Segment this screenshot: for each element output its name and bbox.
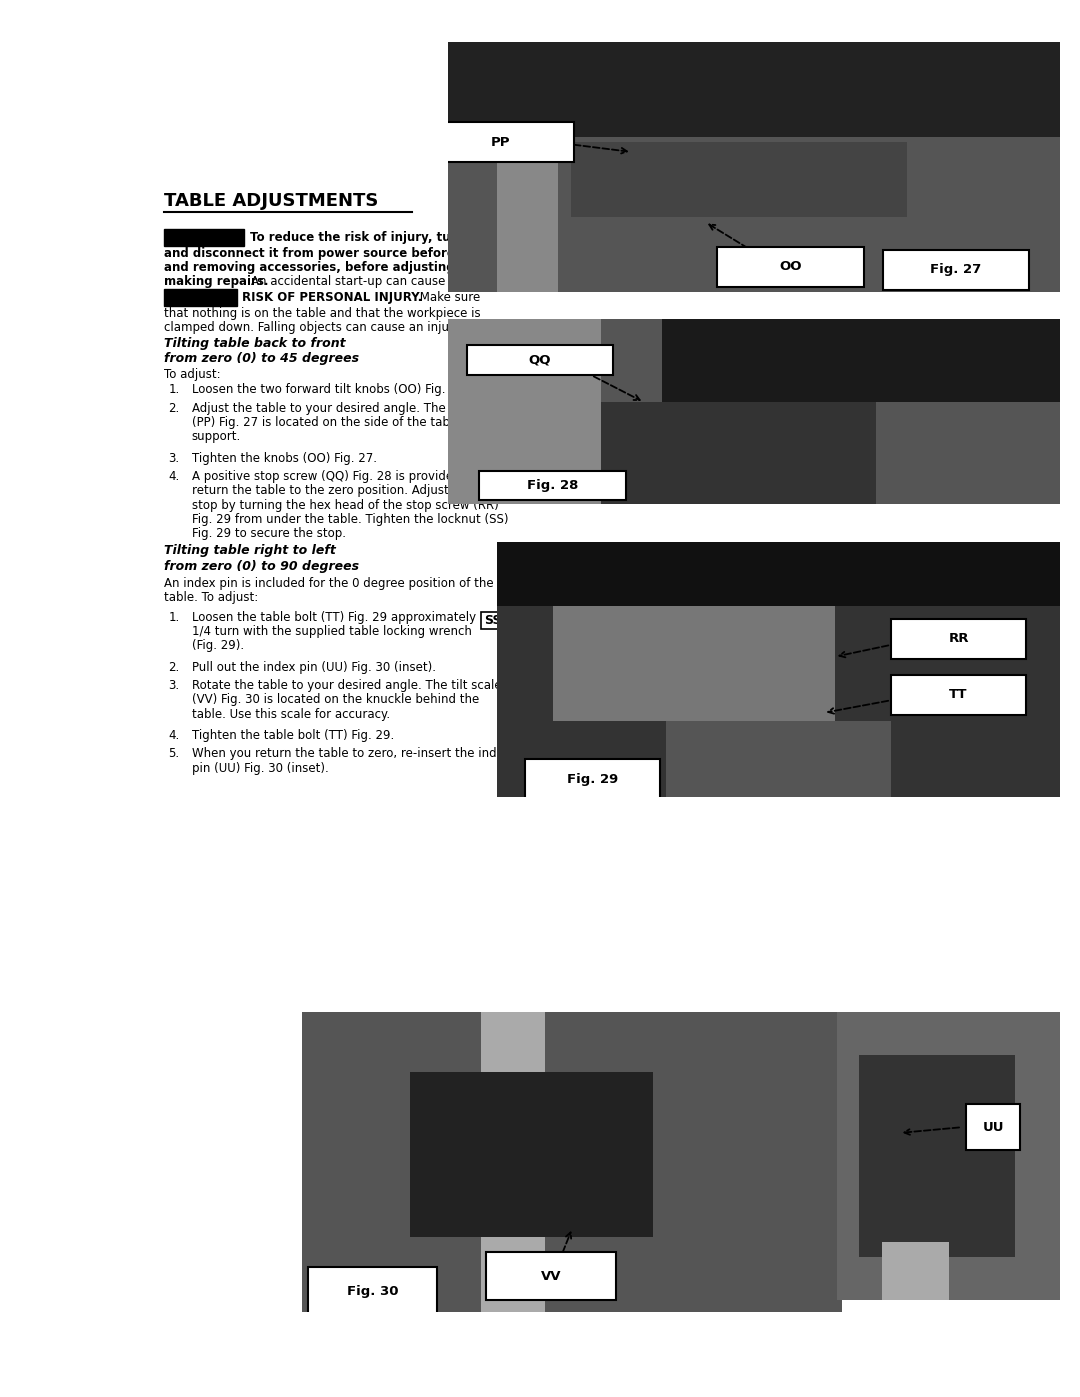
Text: An index pin is included for the 0 degree position of the: An index pin is included for the 0 degre… — [164, 577, 494, 590]
FancyBboxPatch shape — [891, 619, 1026, 659]
Bar — [448, 42, 1059, 137]
Text: OO: OO — [780, 260, 802, 274]
Text: 1.: 1. — [168, 383, 179, 397]
Bar — [602, 402, 877, 504]
FancyBboxPatch shape — [308, 1267, 437, 1315]
FancyBboxPatch shape — [891, 675, 1026, 715]
Text: stop by turning the hex head of the stop screw (RR): stop by turning the hex head of the stop… — [191, 499, 498, 511]
Text: and disconnect it from power source before installing: and disconnect it from power source befo… — [164, 247, 522, 260]
Text: Loosen the two forward tilt knobs (OO) Fig. 27.: Loosen the two forward tilt knobs (OO) F… — [191, 383, 468, 397]
Text: TABLE ADJUSTMENTS: TABLE ADJUSTMENTS — [164, 193, 379, 211]
Text: RR: RR — [948, 633, 969, 645]
Text: 2.: 2. — [168, 661, 179, 673]
Text: To adjust:: To adjust: — [164, 367, 221, 381]
Text: Loosen the table bolt (TT) Fig. 29 approximately: Loosen the table bolt (TT) Fig. 29 appro… — [191, 610, 475, 623]
Text: Fig. 29: Fig. 29 — [567, 773, 618, 785]
Text: table. Use this scale for accuracy.: table. Use this scale for accuracy. — [191, 708, 390, 721]
Text: (Fig. 29).: (Fig. 29). — [191, 640, 244, 652]
Text: 14: 14 — [544, 1217, 563, 1231]
Text: 1/4 turn with the supplied table locking wrench: 1/4 turn with the supplied table locking… — [191, 624, 472, 638]
Bar — [570, 142, 907, 217]
Text: When you return the table to zero, re-insert the index: When you return the table to zero, re-in… — [191, 747, 510, 760]
Text: pin (UU) Fig. 30 (inset).: pin (UU) Fig. 30 (inset). — [191, 761, 328, 775]
Text: Fig. 28: Fig. 28 — [527, 479, 578, 492]
Bar — [860, 1055, 1015, 1257]
Text: return the table to the zero position. Adjust this: return the table to the zero position. A… — [191, 485, 474, 497]
Text: Fig. 27: Fig. 27 — [930, 263, 982, 277]
Text: making repairs.: making repairs. — [164, 275, 269, 288]
Bar — [410, 1071, 653, 1236]
Text: Tighten the knobs (OO) Fig. 27.: Tighten the knobs (OO) Fig. 27. — [191, 451, 377, 465]
Text: Fig. 29 from under the table. Tighten the locknut (SS): Fig. 29 from under the table. Tighten th… — [191, 513, 508, 525]
Text: Adjust the table to your desired angle. The scale: Adjust the table to your desired angle. … — [191, 402, 480, 415]
FancyBboxPatch shape — [482, 612, 504, 629]
Text: Fig. 30: Fig. 30 — [347, 1284, 399, 1298]
Text: VV: VV — [541, 1270, 561, 1282]
Text: Tighten the table bolt (TT) Fig. 29.: Tighten the table bolt (TT) Fig. 29. — [191, 729, 394, 742]
Bar — [497, 130, 558, 292]
Text: Tilting table back to front: Tilting table back to front — [164, 337, 346, 351]
Text: TT: TT — [949, 689, 968, 701]
FancyBboxPatch shape — [525, 759, 660, 799]
FancyBboxPatch shape — [967, 1104, 1020, 1150]
Text: 4.: 4. — [168, 729, 179, 742]
Text: clamped down. Falling objects can cause an injury.: clamped down. Falling objects can cause … — [164, 321, 463, 334]
Bar — [448, 319, 602, 504]
Text: 2.: 2. — [168, 402, 179, 415]
FancyBboxPatch shape — [882, 250, 1029, 289]
FancyBboxPatch shape — [427, 122, 573, 162]
Text: 3.: 3. — [168, 679, 179, 692]
FancyBboxPatch shape — [467, 345, 613, 374]
Text: QQ: QQ — [529, 353, 551, 366]
FancyBboxPatch shape — [164, 289, 237, 306]
Text: An accidental start-up can cause injury.: An accidental start-up can cause injury. — [252, 275, 485, 288]
Text: UU: UU — [983, 1120, 1003, 1134]
Text: RISK OF PERSONAL INJURY.: RISK OF PERSONAL INJURY. — [242, 291, 422, 303]
FancyBboxPatch shape — [478, 471, 625, 500]
Text: that nothing is on the table and that the workpiece is: that nothing is on the table and that th… — [164, 307, 481, 320]
Text: and removing accessories, before adjusting or when: and removing accessories, before adjusti… — [164, 261, 513, 274]
Text: (PP) Fig. 27 is located on the side of the table: (PP) Fig. 27 is located on the side of t… — [191, 416, 460, 429]
Text: ⚠WARNING:: ⚠WARNING: — [167, 231, 247, 244]
Text: 3.: 3. — [168, 451, 179, 465]
Bar — [662, 319, 1059, 402]
Text: (VV) Fig. 30 is located on the knuckle behind the: (VV) Fig. 30 is located on the knuckle b… — [191, 693, 478, 707]
Text: Make sure: Make sure — [416, 291, 481, 303]
Bar — [481, 1011, 545, 1312]
Text: SS: SS — [484, 613, 501, 627]
Bar — [881, 1242, 948, 1301]
Text: from zero (0) to 45 degrees: from zero (0) to 45 degrees — [164, 352, 360, 366]
Text: 1.: 1. — [168, 610, 179, 623]
Text: Rotate the table to your desired angle. The tilt scale: Rotate the table to your desired angle. … — [191, 679, 501, 692]
Text: 4.: 4. — [168, 471, 179, 483]
Text: support.: support. — [191, 430, 241, 443]
FancyBboxPatch shape — [486, 1252, 616, 1301]
FancyBboxPatch shape — [717, 247, 864, 286]
Bar — [553, 606, 835, 721]
Text: table. To adjust:: table. To adjust: — [164, 591, 259, 604]
Bar — [497, 542, 1059, 606]
Text: 5.: 5. — [168, 747, 179, 760]
Text: Tilting table right to left: Tilting table right to left — [164, 545, 336, 557]
Bar — [665, 721, 891, 798]
Text: Pull out the index pin (UU) Fig. 30 (inset).: Pull out the index pin (UU) Fig. 30 (ins… — [191, 661, 435, 673]
Text: PP: PP — [490, 136, 510, 148]
Text: from zero (0) to 90 degrees: from zero (0) to 90 degrees — [164, 560, 360, 573]
Text: ⚠CAUTION: ⚠CAUTION — [167, 291, 238, 303]
Text: A positive stop screw (QQ) Fig. 28 is provided to: A positive stop screw (QQ) Fig. 28 is pr… — [191, 471, 476, 483]
FancyBboxPatch shape — [164, 229, 244, 246]
Text: To reduce the risk of injury, turn unit off: To reduce the risk of injury, turn unit … — [249, 231, 517, 244]
Text: Fig. 29 to secure the stop.: Fig. 29 to secure the stop. — [191, 527, 346, 541]
